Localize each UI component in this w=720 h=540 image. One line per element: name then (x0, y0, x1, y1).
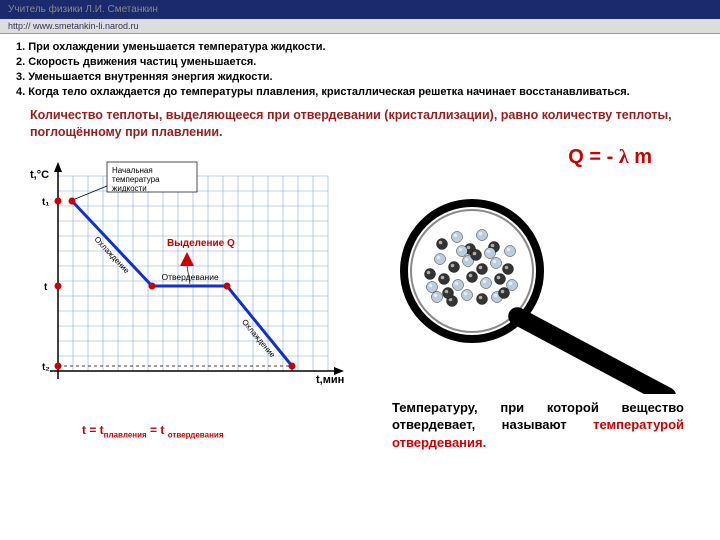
svg-text:Выделение Q: Выделение Q (167, 238, 235, 249)
list-item-2: 2. Скорость движения частиц уменьшается. (16, 55, 708, 70)
main-statement: Количество теплоты, выделяющееся при отв… (30, 107, 702, 140)
svg-text:t,мин: t,мин (316, 374, 344, 386)
main-content: 1. При охлаждении уменьшается температур… (0, 34, 720, 460)
svg-text:t: t (44, 282, 48, 293)
svg-text:Отвердевание: Отвердевание (162, 272, 219, 282)
heat-formula: Q = - λ m (372, 146, 652, 169)
svg-text:t₁: t₁ (42, 197, 49, 208)
svg-text:Начальная: Начальная (112, 166, 153, 175)
solidification-temp-text: Температуру, при которой вещество отверд… (372, 399, 692, 452)
magnifier-molecules (372, 169, 692, 394)
svg-text:жидкости: жидкости (112, 184, 147, 193)
svg-text:температура: температура (112, 175, 160, 184)
svg-text:Охлаждение: Охлаждение (93, 235, 132, 276)
svg-text:t,°C: t,°C (30, 169, 49, 181)
cooling-chart: t,°C t,мин t₁ t t₂ Начальнаятемпературажидкос… (12, 146, 372, 416)
svg-text:t₂: t₂ (42, 362, 50, 373)
list-item-3: 3. Уменьшается внутренняя энергия жидкос… (16, 70, 708, 85)
page-header: Учитель физики Л.И. Сметанкин (0, 0, 720, 19)
list-item-1: 1. При охлаждении уменьшается температур… (16, 40, 708, 55)
list-item-4: 4. Когда тело охлаждается до температуры… (16, 85, 708, 100)
melting-equation: t = tплавления = t отвердевания (82, 423, 372, 439)
page-url: http:// www.smetankin-li.narod.ru (0, 19, 720, 34)
